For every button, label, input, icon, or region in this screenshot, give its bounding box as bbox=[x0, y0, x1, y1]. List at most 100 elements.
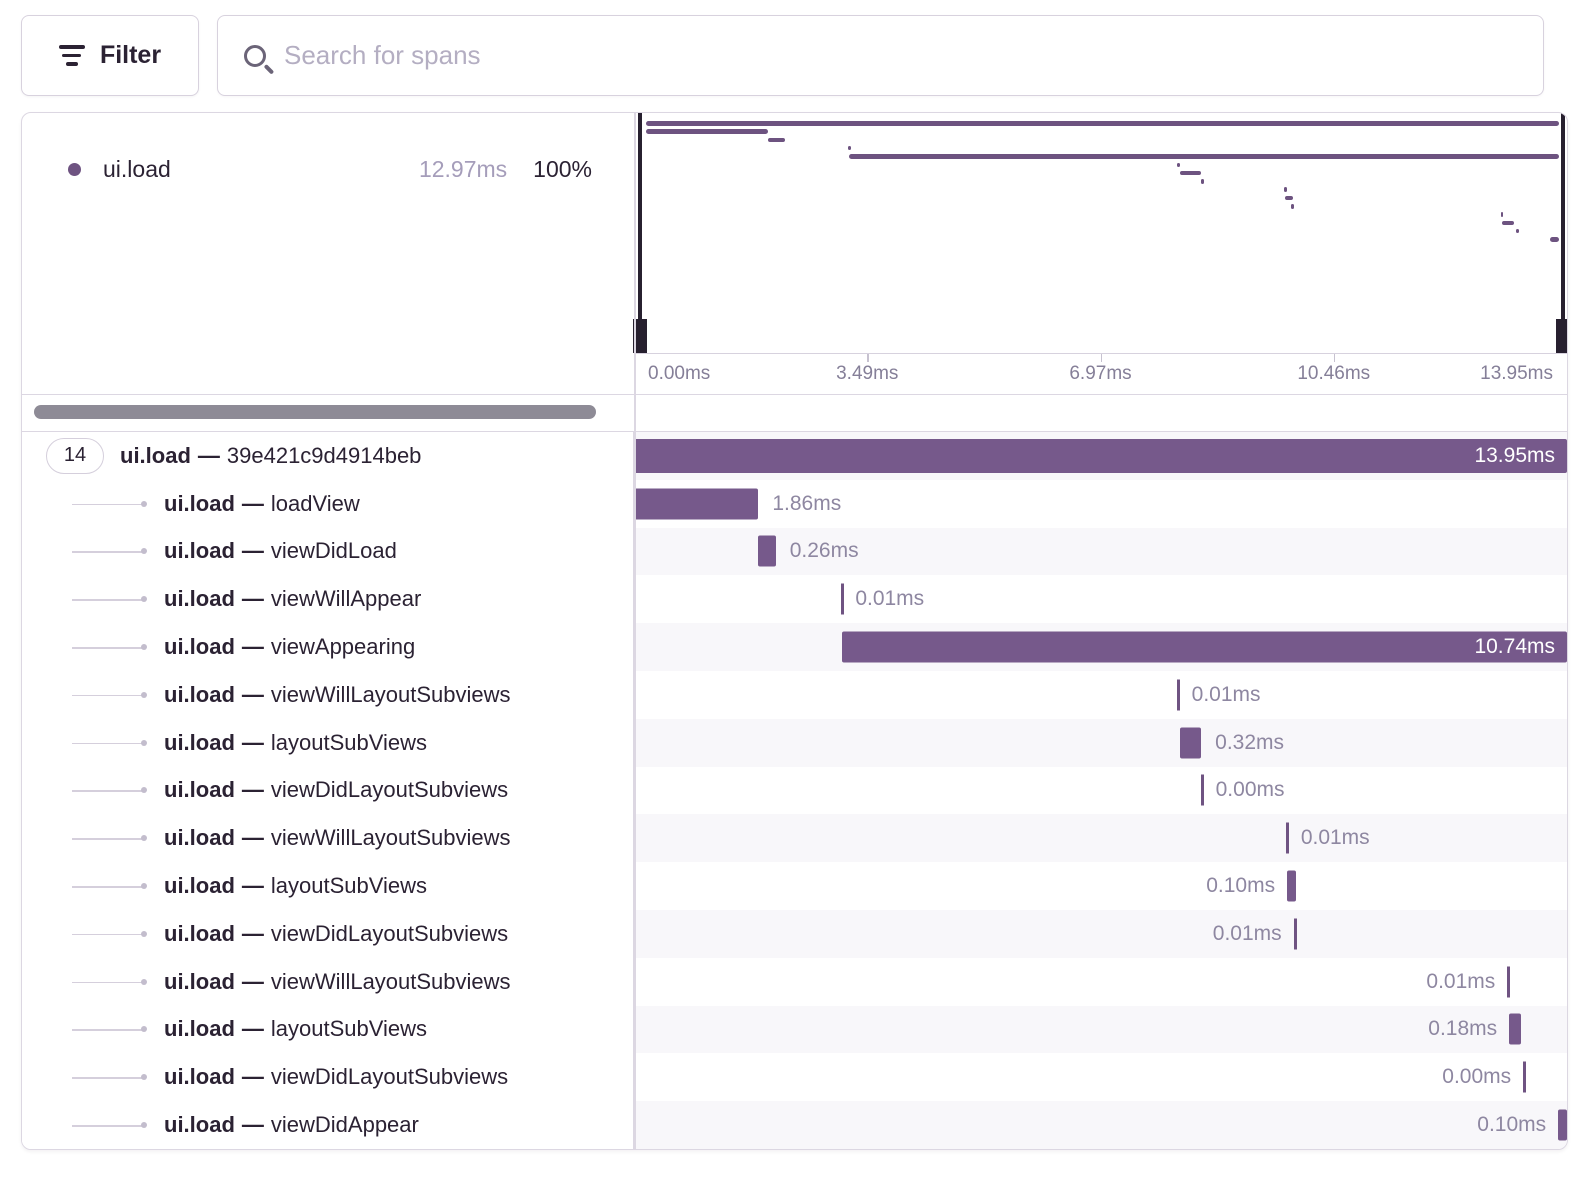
span-tree-cell[interactable]: ui.load — viewDidAppear bbox=[22, 1101, 634, 1149]
span-duration-label: 0.26ms bbox=[789, 539, 859, 563]
minimap-left-grip[interactable] bbox=[633, 319, 647, 353]
span-tick[interactable] bbox=[1507, 966, 1511, 998]
axis-label: 6.97ms bbox=[1069, 363, 1132, 384]
minimap-right-handle[interactable] bbox=[1556, 113, 1567, 353]
span-timeline-cell[interactable]: 0.26ms bbox=[634, 527, 1567, 576]
span-timeline-cell[interactable]: 0.32ms bbox=[634, 718, 1567, 767]
span-bar[interactable] bbox=[1287, 870, 1296, 902]
span-tree-cell[interactable]: ui.load — viewAppearing bbox=[22, 623, 634, 671]
span-row[interactable]: ui.load — viewDidLayoutSubviews 0.01ms bbox=[22, 909, 1567, 958]
span-row[interactable]: ui.load — viewWillLayoutSubviews 0.01ms bbox=[22, 814, 1567, 863]
minimap-span bbox=[1201, 179, 1204, 184]
search-input[interactable] bbox=[284, 40, 1517, 71]
span-row[interactable]: ui.load — loadView 1.86ms bbox=[22, 479, 1567, 528]
span-bar[interactable] bbox=[758, 535, 776, 567]
span-timeline-cell[interactable]: 0.01ms bbox=[634, 814, 1567, 863]
span-bar[interactable] bbox=[1509, 1013, 1522, 1045]
tree-connector-branch bbox=[72, 599, 143, 601]
minimap-span bbox=[1177, 162, 1180, 167]
child-count-badge[interactable]: 14 bbox=[46, 437, 104, 474]
span-timeline-cell[interactable]: 0.10ms bbox=[634, 862, 1567, 910]
span-label: ui.load — viewWillLayoutSubviews bbox=[164, 681, 511, 707]
span-tree-cell[interactable]: ui.load — layoutSubViews bbox=[22, 1005, 634, 1054]
span-row[interactable]: ui.load — layoutSubViews 0.32ms bbox=[22, 718, 1567, 767]
span-tree-cell[interactable]: ui.load — viewDidLayoutSubviews bbox=[22, 766, 634, 815]
filter-lines-icon bbox=[58, 45, 85, 66]
span-duration-label: 13.95ms bbox=[1474, 443, 1555, 467]
minimap-span bbox=[1502, 220, 1515, 226]
span-bar[interactable] bbox=[1179, 727, 1202, 759]
span-timeline-cell[interactable]: 0.00ms bbox=[634, 767, 1567, 815]
span-timeline-cell[interactable]: 1.86ms bbox=[634, 480, 1567, 528]
minimap-canvas[interactable] bbox=[646, 113, 1559, 353]
tree-node-dot bbox=[141, 691, 147, 698]
span-tree-cell[interactable]: ui.load — viewWillLayoutSubviews bbox=[22, 814, 634, 863]
span-timeline-cell[interactable]: 0.18ms bbox=[634, 1005, 1567, 1054]
tree-connector-branch bbox=[72, 1125, 143, 1127]
span-search-box[interactable] bbox=[217, 15, 1544, 96]
tree-scrollbar-track bbox=[22, 394, 1567, 432]
tree-connector-branch bbox=[72, 1029, 143, 1031]
span-row[interactable]: ui.load — viewDidLoad 0.26ms bbox=[22, 527, 1567, 576]
span-label: ui.load — viewWillLayoutSubviews bbox=[164, 968, 511, 994]
span-row[interactable]: ui.load — layoutSubViews 0.10ms bbox=[22, 862, 1567, 910]
span-timeline-cell[interactable]: 0.01ms bbox=[634, 958, 1567, 1006]
tree-scrollbar-thumb[interactable] bbox=[34, 405, 596, 419]
span-tick[interactable] bbox=[840, 583, 844, 615]
span-tick[interactable] bbox=[1293, 918, 1297, 950]
span-tree-cell[interactable]: ui.load — viewWillLayoutSubviews bbox=[22, 957, 634, 1006]
minimap-span bbox=[1284, 187, 1287, 192]
span-row[interactable]: ui.load — layoutSubViews 0.18ms bbox=[22, 1005, 1567, 1054]
tree-node-dot bbox=[141, 1026, 147, 1033]
span-tick[interactable] bbox=[1286, 822, 1290, 854]
span-row[interactable]: ui.load — viewDidLayoutSubviews 0.00ms bbox=[22, 766, 1567, 815]
span-tree-cell[interactable]: ui.load — loadView bbox=[22, 479, 634, 528]
minimap-right-grip[interactable] bbox=[1556, 319, 1567, 353]
span-tree-cell[interactable]: ui.load — viewDidLayoutSubviews bbox=[22, 1053, 634, 1102]
span-label: ui.load — layoutSubViews bbox=[164, 1016, 428, 1042]
tree-node-dot bbox=[141, 548, 147, 555]
span-timeline-cell[interactable]: 10.74ms bbox=[634, 623, 1567, 671]
span-tree-cell[interactable]: ui.load — layoutSubViews bbox=[22, 862, 634, 910]
span-timeline-cell[interactable]: 0.01ms bbox=[634, 671, 1567, 719]
span-tree-cell[interactable]: ui.load — viewDidLayoutSubviews bbox=[22, 909, 634, 958]
span-row[interactable]: ui.load — viewWillLayoutSubviews 0.01ms bbox=[22, 957, 1567, 1006]
span-bar[interactable] bbox=[1558, 1109, 1567, 1141]
span-row[interactable]: ui.load — viewAppearing 10.74ms bbox=[22, 623, 1567, 671]
span-duration-label: 0.00ms bbox=[1442, 1065, 1512, 1089]
span-timeline-cell[interactable]: 0.01ms bbox=[634, 909, 1567, 958]
panel-divider[interactable] bbox=[634, 113, 636, 1149]
span-tick[interactable] bbox=[1201, 774, 1205, 806]
span-duration-label: 0.01ms bbox=[855, 587, 925, 611]
span-bar[interactable] bbox=[634, 438, 1567, 473]
op-duration: 12.97ms bbox=[418, 155, 508, 182]
span-row[interactable]: ui.load — viewDidAppear 0.10ms bbox=[22, 1101, 1567, 1149]
span-row[interactable]: 14 ui.load —39e421c9d4914beb 13.95ms bbox=[22, 432, 1567, 480]
trace-waterfall-panel: ui.load 12.97ms 100% 0.00ms 3.49ms 6.97m… bbox=[21, 112, 1568, 1150]
span-row[interactable]: ui.load — viewDidLayoutSubviews 0.00ms bbox=[22, 1053, 1567, 1102]
span-tree-cell[interactable]: ui.load — viewWillLayoutSubviews bbox=[22, 670, 634, 719]
span-timeline-cell[interactable]: 0.01ms bbox=[634, 575, 1567, 623]
ops-breakdown-legend: ui.load 12.97ms 100% bbox=[68, 151, 592, 187]
span-tick[interactable] bbox=[1177, 679, 1180, 711]
minimap-span bbox=[1285, 195, 1294, 201]
span-tree-cell[interactable]: ui.load — viewWillAppear bbox=[22, 575, 634, 624]
filter-button[interactable]: Filter bbox=[21, 15, 199, 96]
span-row[interactable]: ui.load — viewWillLayoutSubviews 0.01ms bbox=[22, 670, 1567, 719]
span-duration-label: 1.86ms bbox=[772, 491, 842, 515]
span-timeline-cell[interactable]: 13.95ms bbox=[634, 432, 1567, 480]
time-axis: 0.00ms 3.49ms 6.97ms 10.46ms 13.95ms bbox=[634, 353, 1567, 394]
span-bar[interactable] bbox=[634, 488, 759, 520]
minimap-left-handle[interactable] bbox=[633, 113, 647, 353]
span-timeline-cell[interactable]: 0.10ms bbox=[634, 1101, 1567, 1149]
span-label: ui.load —39e421c9d4914beb bbox=[120, 442, 422, 468]
span-timeline-cell[interactable]: 0.00ms bbox=[634, 1053, 1567, 1101]
trace-minimap[interactable] bbox=[633, 113, 1567, 353]
span-tree-cell[interactable]: 14 ui.load —39e421c9d4914beb bbox=[22, 432, 634, 480]
span-bar[interactable] bbox=[841, 631, 1567, 663]
span-tick[interactable] bbox=[1523, 1061, 1527, 1093]
span-tree-cell[interactable]: ui.load — viewDidLoad bbox=[22, 527, 634, 576]
span-row[interactable]: ui.load — viewWillAppear 0.01ms bbox=[22, 575, 1567, 624]
axis-label: 10.46ms bbox=[1297, 363, 1371, 384]
span-tree-cell[interactable]: ui.load — layoutSubViews bbox=[22, 718, 634, 767]
